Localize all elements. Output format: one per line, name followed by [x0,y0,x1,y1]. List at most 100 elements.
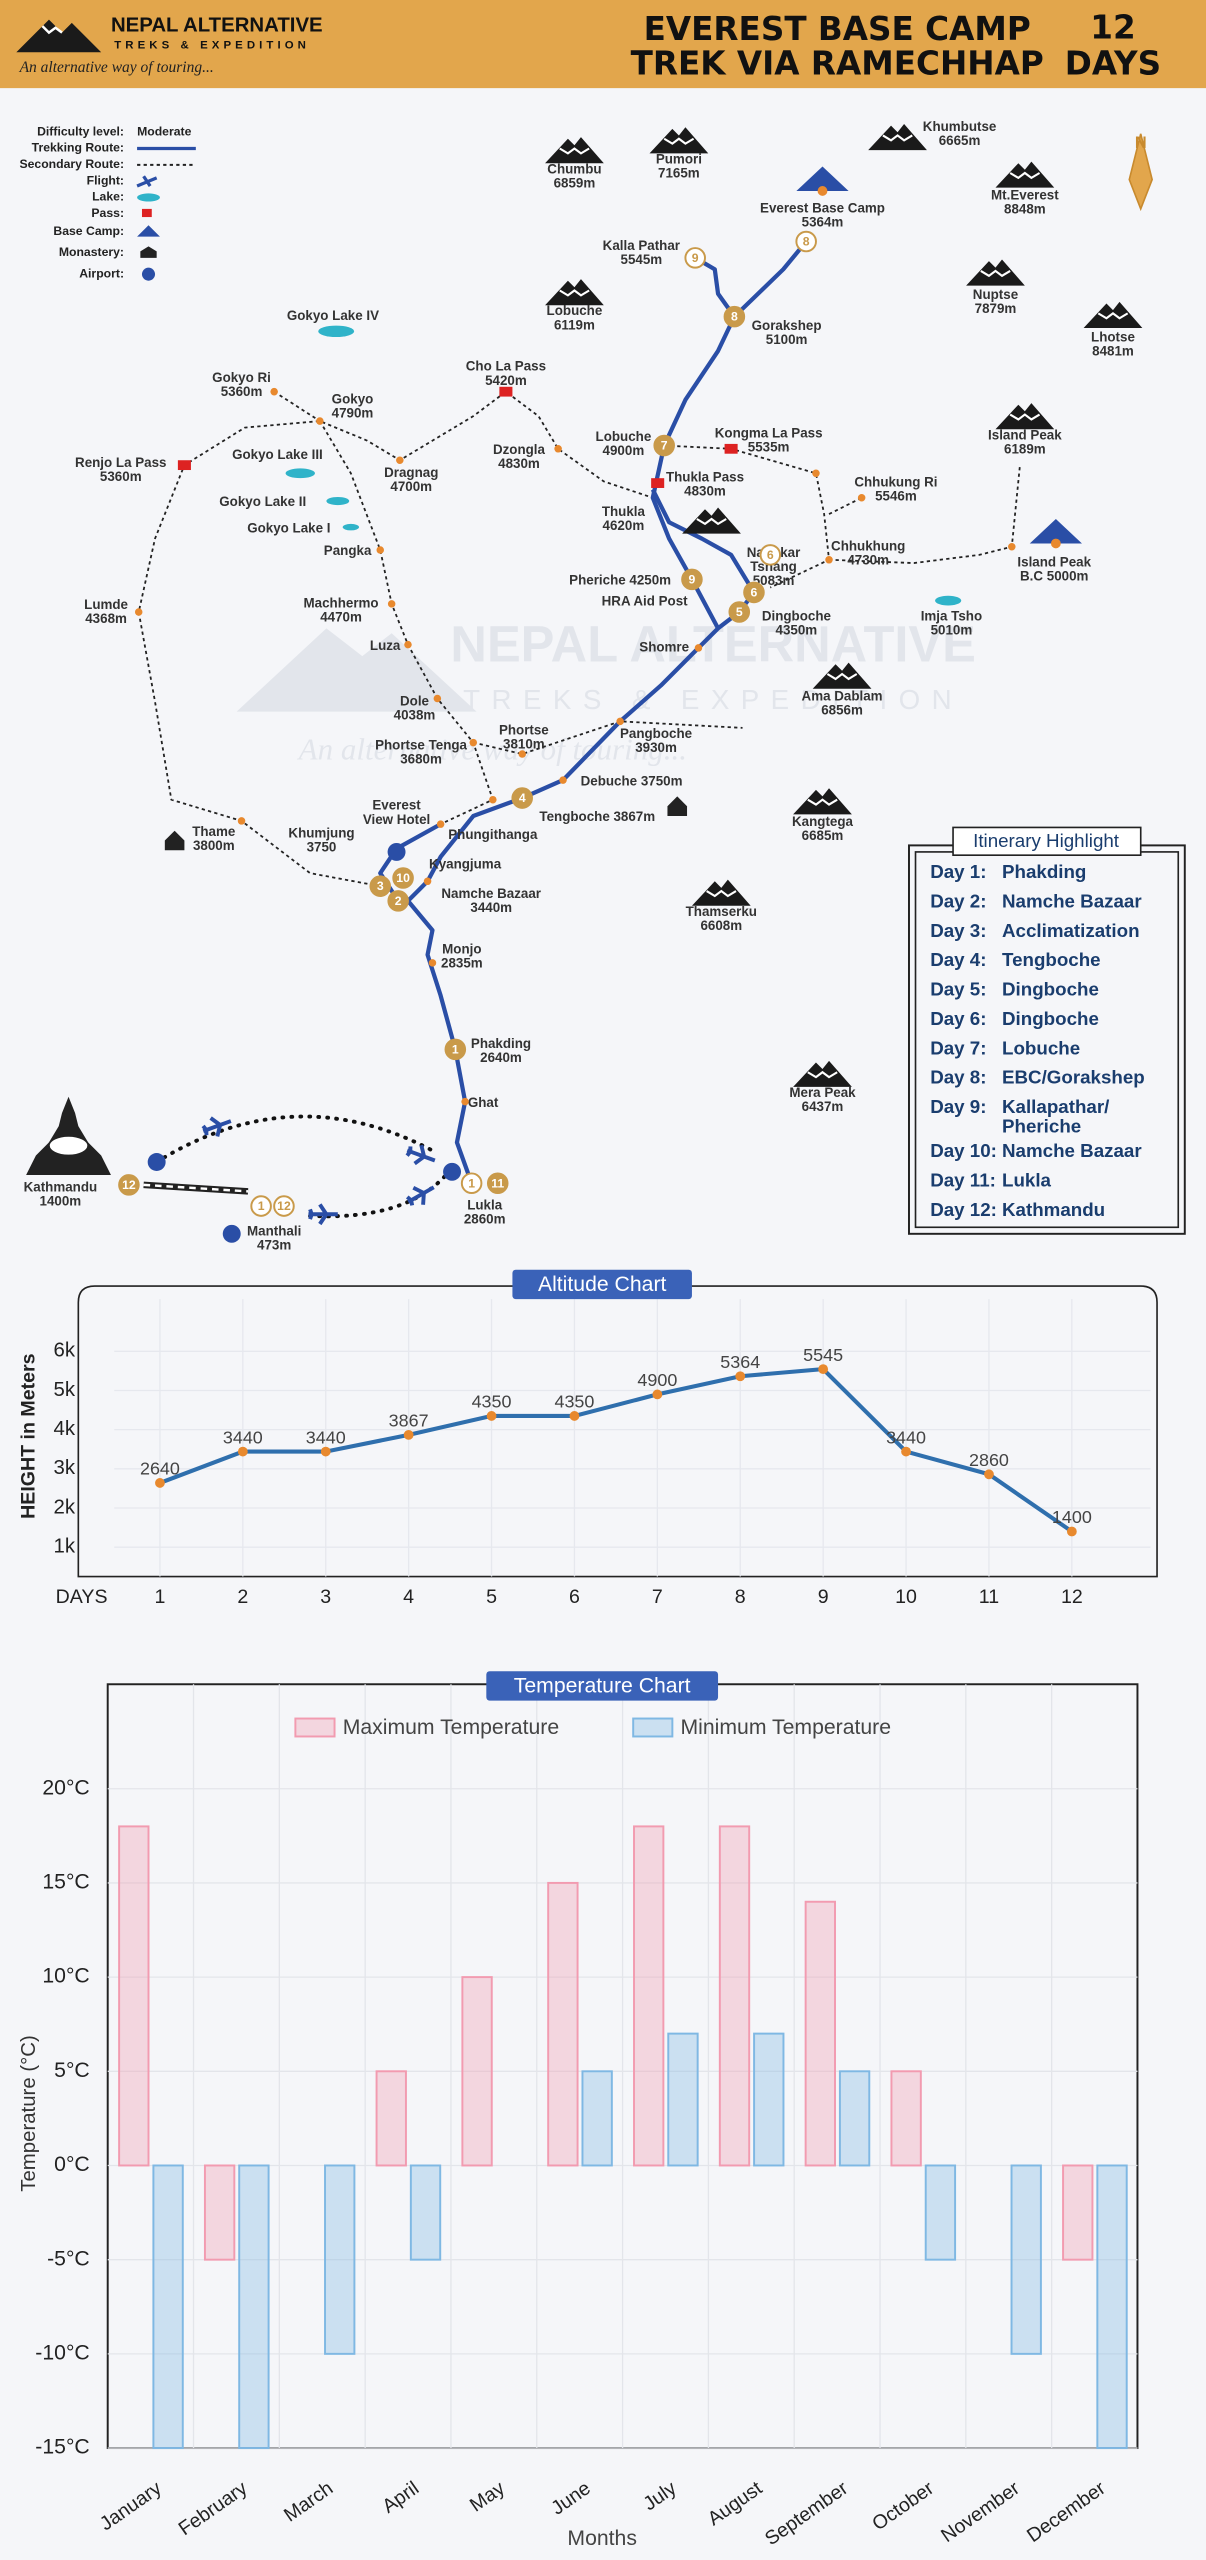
base-camp-label: B.C 5000m [1020,569,1089,584]
place-dot [857,494,866,502]
bar [375,2070,407,2167]
itinerary-place: Kallapathar/ [1002,1096,1110,1117]
y-axis-label: Temperature (°C) [18,2035,40,2191]
airport-icon [147,1153,166,1171]
place-dot [825,556,833,564]
place-label: 4620m [603,518,645,533]
mountain-label: Ama Dablam [802,688,883,703]
itinerary-day: Day 10: [930,1140,997,1161]
day-marker [759,544,782,566]
bar [804,1900,836,2167]
value-label: 3440 [886,1427,926,1447]
trekking-route [650,240,808,630]
place-label: Imja Tsho [921,608,982,623]
place-dot [469,738,478,747]
mountain-snow [980,269,1011,278]
place-dot [489,795,497,804]
place-label: 3440m [470,900,512,915]
place-label: Lumde [84,597,128,612]
mountain-icon [793,788,852,815]
y-tick-label: 15°C [42,1871,89,1894]
day-marker-label: 6 [751,585,758,599]
place-label: 5360m [100,469,142,484]
watermark-text: TREKS & EXPEDITION [463,684,963,715]
x-tick-label: 6 [569,1586,580,1608]
day-marker-label: 3 [377,879,384,893]
day-marker [460,1172,483,1194]
place-label: 473m [257,1238,291,1253]
altitude-point [486,1411,497,1421]
mountain-label: 7879m [975,301,1017,316]
altitude-point [818,1364,829,1375]
place-label: 5360m [221,384,263,399]
value-label: 2860 [969,1450,1009,1470]
place-label: Machhermo [304,595,379,610]
place-label: Tengboche 3867m [539,809,655,824]
monastery-icon [667,796,688,817]
place-label: 3800m [193,838,235,853]
itinerary-place: EBC/Gorakshep [1002,1067,1145,1088]
place-label: Manthali [247,1224,301,1239]
place-label: Shomre [639,639,689,654]
x-axis-label: DAYS [56,1586,108,1608]
trekking-route [650,488,756,594]
place-dot [559,776,567,784]
plane-icon [405,1185,435,1206]
place-label: Chhukhung [831,538,905,553]
altitude-point [155,1478,165,1488]
altitude-line [159,1367,1074,1534]
value-label: 1400 [1052,1507,1092,1527]
mountain-snow [706,889,737,898]
altitude-point [569,1411,580,1421]
place-label: 5535m [748,440,790,455]
legend-icon [140,246,157,258]
place-label: Lukla [467,1198,502,1213]
place-label: Thukla Pass [666,470,744,485]
mountain-label: 8848m [1004,201,1046,216]
day-marker-label: 1 [452,1042,459,1056]
altitude-point [320,1446,331,1457]
place-label: 4038m [394,707,436,722]
place-dot [694,644,703,652]
days-number: 12 [1090,8,1135,46]
legend-entry: Minimum Temperature [681,1716,892,1739]
x-tick-label: 3 [320,1586,331,1608]
mountain-icon [966,259,1025,286]
lake [285,468,315,479]
place-label: HRA Aid Post [602,594,688,609]
day-marker [723,305,746,328]
mountain-icon [545,279,604,306]
mountain-icon [545,137,604,164]
place-label: Khumjung [288,825,354,840]
place-label: 4830m [684,484,726,499]
place-dot [270,387,278,396]
itinerary-day: Day 3: [930,920,986,941]
mountain-label: Thamserku [686,904,757,919]
place-label: Gokyo [332,391,374,406]
day-marker [250,1195,272,1217]
bar [118,1825,150,2167]
itinerary-place: Dingboche [1002,979,1099,1000]
pass-flag [651,478,665,488]
place-dot [396,456,404,464]
base-camp-dot [817,186,828,196]
place-label: Pangboche [620,726,692,741]
place-label: Debuche 3750m [581,773,683,788]
place-label: Pheriche 4250m [569,573,671,588]
place-dot [1008,542,1016,551]
legend-icon [136,175,158,188]
day-marker [387,890,409,912]
y-tick-label: 2k [54,1496,76,1518]
mountain-label: 6189m [1004,441,1046,456]
bar [1096,2164,1128,2450]
mountain-label: 8481m [1092,343,1134,358]
itinerary-place: Tengboche [1002,949,1101,970]
mountain-snow [807,1070,838,1079]
day-marker-label: 7 [661,439,668,453]
legend-icon [137,225,160,237]
itinerary-title: Itinerary Highlight [973,830,1120,851]
value-label: 3440 [306,1427,346,1447]
bar [324,2164,356,2355]
place-label: 2835m [441,955,483,970]
title-line: TREK VIA RAMECHHAP [631,44,1044,82]
